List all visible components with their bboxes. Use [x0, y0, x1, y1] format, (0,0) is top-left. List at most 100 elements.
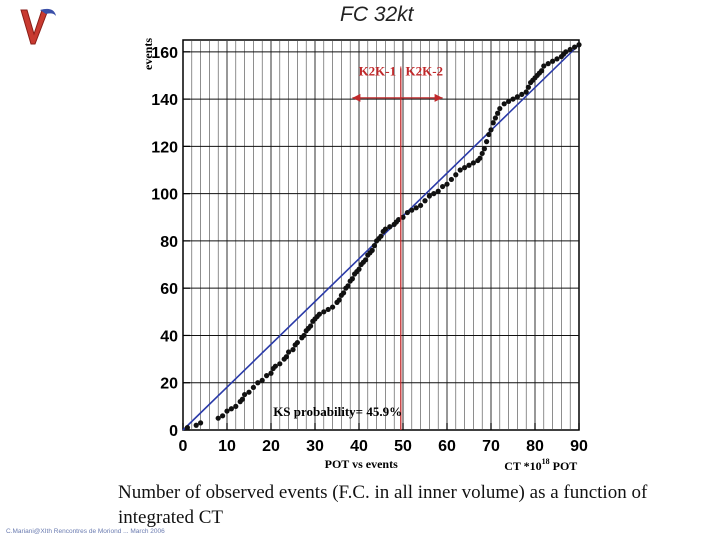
- data-point: [492, 115, 498, 121]
- data-point: [462, 165, 468, 171]
- data-point: [554, 56, 560, 62]
- data-point: [550, 58, 556, 64]
- data-point: [413, 205, 419, 211]
- data-point: [198, 420, 204, 426]
- data-point: [301, 332, 307, 339]
- data-point: [426, 193, 432, 199]
- x-tick-label: 50: [394, 438, 412, 455]
- data-point: [497, 105, 503, 112]
- data-point: [277, 361, 283, 367]
- data-point: [349, 276, 355, 282]
- y-tick-label: 120: [151, 139, 178, 156]
- data-point: [387, 224, 393, 230]
- data-point: [514, 94, 521, 100]
- x-tick-label: 80: [526, 438, 544, 455]
- data-point: [268, 370, 274, 376]
- data-point: [378, 233, 384, 239]
- data-point: [418, 202, 424, 209]
- x-axis-unit-label: CT *1018 POT: [504, 457, 577, 473]
- data-point: [444, 181, 450, 187]
- x-tick-label: 70: [482, 438, 500, 455]
- data-point: [541, 63, 547, 69]
- slide-caption: Number of observed events (F.C. in all i…: [118, 482, 648, 528]
- data-points-layer: [184, 42, 582, 431]
- slide-footer: C.Mariani@XIth Rencontres de Moriond ...…: [6, 528, 165, 535]
- data-point: [283, 354, 289, 360]
- data-point: [495, 110, 501, 116]
- data-point: [250, 384, 256, 391]
- data-point: [457, 167, 463, 173]
- data-point: [563, 49, 569, 55]
- data-point: [576, 42, 582, 48]
- data-point: [484, 139, 490, 145]
- data-point: [294, 339, 300, 346]
- data-point: [448, 176, 454, 183]
- data-point: [510, 96, 516, 102]
- y-axis-label: events: [141, 38, 155, 70]
- data-point: [259, 377, 265, 383]
- data-point: [479, 150, 485, 157]
- data-point: [184, 425, 190, 431]
- data-point: [316, 311, 322, 317]
- data-point: [435, 188, 441, 194]
- x-tick-label: 40: [350, 438, 368, 455]
- data-point: [246, 389, 252, 395]
- data-point: [525, 84, 532, 90]
- x-tick-label: 20: [262, 438, 280, 455]
- axis-layer: 0 10 20 30 40 50 60 70 80 90 0 20 40 60 80 100 120 140 160…: [141, 38, 588, 473]
- y-tick-label: 80: [160, 234, 178, 251]
- data-point: [539, 68, 545, 74]
- data-point: [233, 403, 239, 409]
- data-point: [545, 61, 551, 67]
- data-point: [409, 207, 415, 213]
- data-point: [228, 406, 234, 412]
- data-point: [272, 363, 278, 369]
- x-tick-label: 30: [306, 438, 324, 455]
- run-period-label: K2K-1 | K2K-2: [359, 63, 443, 78]
- data-point: [325, 306, 331, 313]
- data-point: [308, 323, 314, 329]
- data-point: [396, 217, 402, 223]
- data-point: [422, 198, 428, 204]
- ks-probability-label: KS probability= 45.9%: [273, 404, 402, 419]
- x-tick-label: 0: [179, 438, 188, 455]
- data-point: [286, 349, 292, 355]
- x-axis-label: POT vs events: [325, 457, 398, 471]
- y-tick-label: 0: [169, 423, 178, 440]
- data-point: [321, 309, 327, 315]
- arrow-head-right-icon: [434, 93, 443, 102]
- data-point: [215, 415, 221, 421]
- chart-title: FC 32kt: [340, 3, 414, 26]
- data-point: [501, 101, 507, 107]
- data-point: [341, 290, 347, 296]
- data-point: [382, 226, 388, 232]
- x-tick-label: 60: [438, 438, 456, 455]
- data-point: [466, 162, 472, 168]
- y-tick-label: 160: [151, 45, 178, 62]
- data-point: [371, 243, 377, 249]
- data-point: [523, 89, 529, 95]
- data-point: [490, 120, 496, 126]
- data-point: [369, 247, 375, 253]
- data-point: [356, 266, 362, 272]
- data-point: [506, 98, 512, 105]
- data-point: [440, 183, 446, 190]
- data-point: [264, 373, 270, 379]
- data-point: [572, 44, 578, 50]
- data-point: [453, 172, 459, 178]
- y-tick-label: 60: [160, 281, 178, 298]
- y-tick-label: 40: [160, 328, 178, 345]
- data-point: [404, 209, 410, 216]
- x-tick-label: 90: [570, 438, 588, 455]
- data-point: [242, 391, 248, 398]
- y-tick-label: 20: [160, 376, 178, 393]
- data-point: [481, 146, 487, 152]
- data-point: [224, 408, 230, 414]
- y-tick-label: 100: [151, 187, 178, 204]
- data-point: [239, 396, 245, 402]
- data-point: [470, 160, 476, 166]
- data-point: [255, 380, 261, 386]
- data-point: [290, 347, 296, 353]
